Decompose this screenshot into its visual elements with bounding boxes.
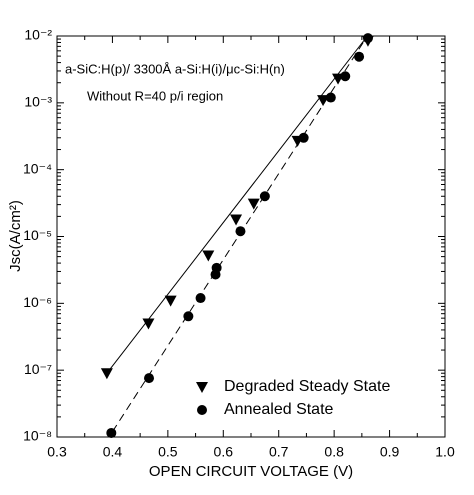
y-tick-label: 10⁻⁶ xyxy=(23,294,52,310)
x-tick-label: 1.0 xyxy=(435,444,455,460)
data-point xyxy=(106,427,117,438)
data-point xyxy=(235,226,246,237)
x-tick-label: 0.5 xyxy=(158,444,178,460)
y-axis-label: Jsc(A/cm²) xyxy=(7,200,24,272)
y-tick-label: 10⁻⁴ xyxy=(23,160,52,176)
data-point xyxy=(340,71,351,82)
x-tick-label: 0.4 xyxy=(103,444,123,460)
fit-line xyxy=(106,35,368,374)
data-point xyxy=(211,262,222,273)
legend-label: Annealed State xyxy=(224,401,334,418)
legend-label: Degraded Steady State xyxy=(224,378,390,395)
y-tick-label: 10⁻² xyxy=(24,27,52,43)
data-point xyxy=(298,132,309,143)
y-tick-label: 10⁻⁷ xyxy=(24,361,52,377)
data-point xyxy=(325,92,336,103)
y-tick-label: 10⁻⁵ xyxy=(23,227,52,243)
data-point xyxy=(195,293,206,304)
x-tick-label: 0.8 xyxy=(324,444,344,460)
x-tick-label: 0.7 xyxy=(269,444,289,460)
legend-marker xyxy=(197,405,207,415)
data-point xyxy=(230,214,243,226)
data-point xyxy=(164,295,177,307)
data-point xyxy=(100,368,113,380)
data-point xyxy=(259,191,270,202)
legend-marker xyxy=(196,382,208,393)
annotation: a-SiC:H(p)/ 3300Å a-Si:H(i)/μc-Si:H(n) xyxy=(65,61,285,76)
x-tick-label: 0.3 xyxy=(47,444,67,460)
x-tick-label: 0.9 xyxy=(380,444,400,460)
y-tick-label: 10⁻³ xyxy=(24,94,52,110)
data-point xyxy=(247,198,260,210)
data-point xyxy=(144,373,155,384)
data-point xyxy=(202,250,215,262)
x-axis-label: OPEN CIRCUIT VOLTAGE (V) xyxy=(149,463,353,480)
data-point xyxy=(354,51,365,62)
data-point xyxy=(142,318,155,330)
data-point xyxy=(362,33,373,44)
annotation: Without R=40 p/i region xyxy=(87,88,223,103)
data-point xyxy=(183,311,194,322)
y-tick-label: 10⁻⁸ xyxy=(23,428,52,444)
x-tick-label: 0.6 xyxy=(214,444,234,460)
